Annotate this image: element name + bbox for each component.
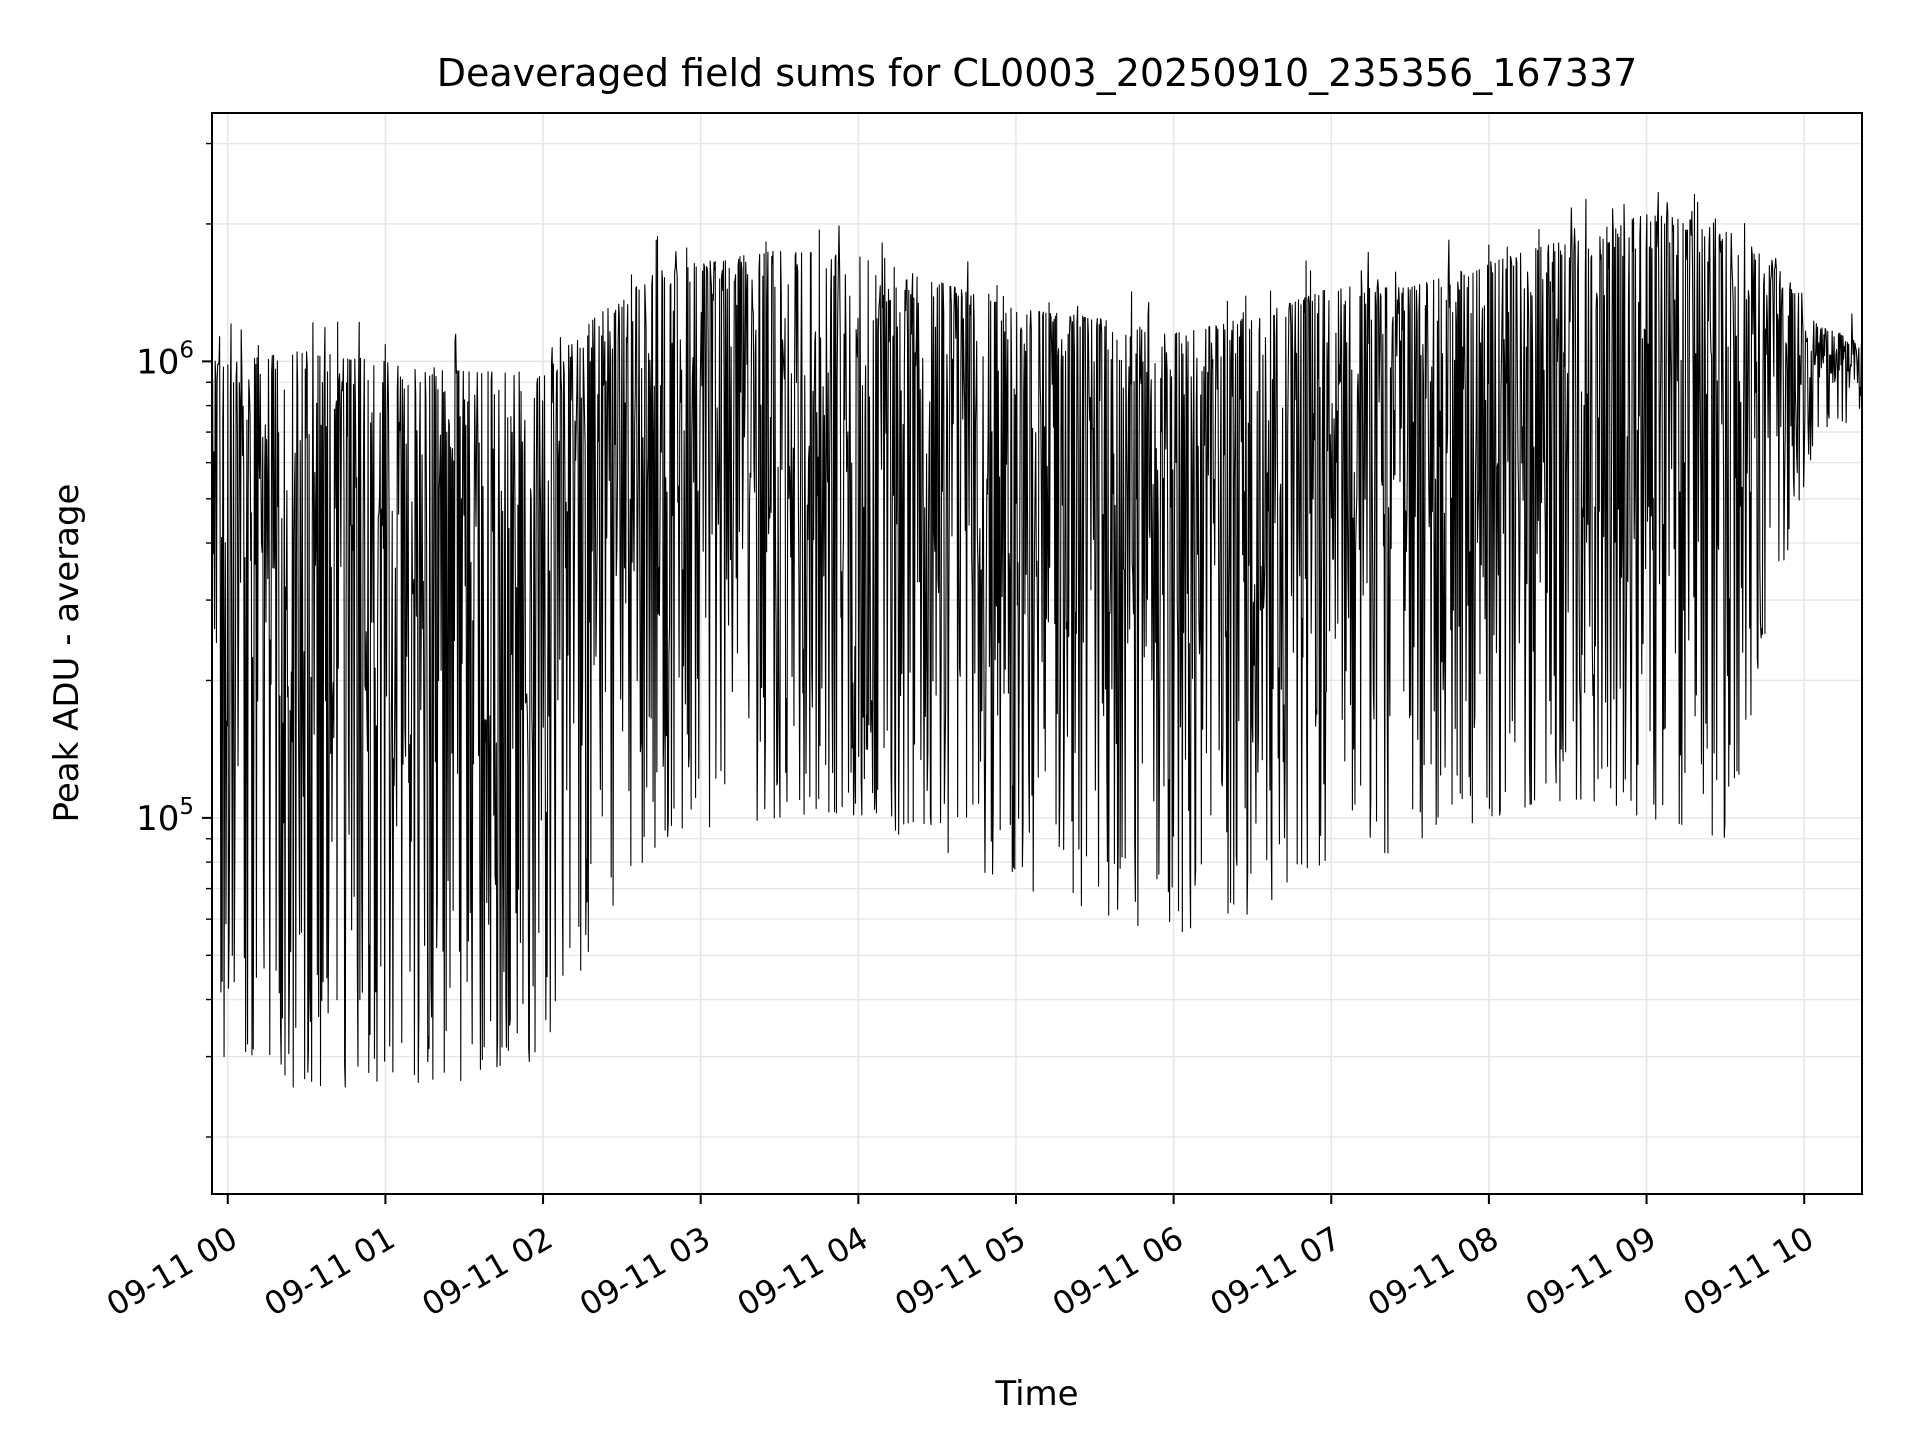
- y-tick-base: 10: [136, 799, 179, 839]
- y-axis-label: Peak ADU - average: [47, 484, 87, 823]
- y-tick-exponent: 6: [179, 337, 194, 363]
- y-tick-exponent: 5: [179, 794, 194, 820]
- y-tick-base: 10: [136, 342, 179, 382]
- y-tick-label: 106: [136, 337, 194, 382]
- plot-area-frame: [211, 112, 1863, 1195]
- peak-adu-line: [211, 191, 1863, 1088]
- series-trace: [211, 191, 1863, 1088]
- y-tick-label: 105: [136, 794, 194, 839]
- chart-title: Deaveraged field sums for CL0003_2025091…: [437, 51, 1638, 95]
- x-axis-label: Time: [994, 1374, 1078, 1414]
